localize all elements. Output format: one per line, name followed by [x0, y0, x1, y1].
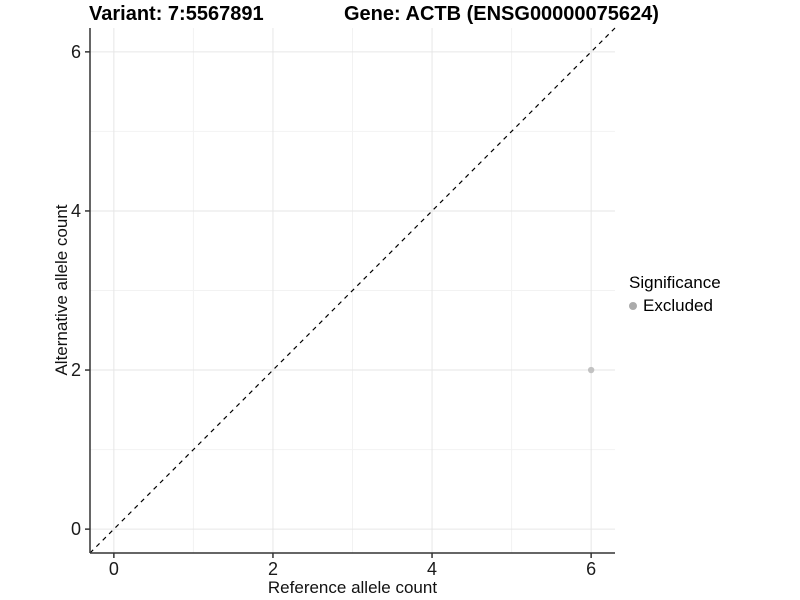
y-tick-label: 2	[71, 360, 81, 380]
legend: Significance Excluded	[629, 273, 721, 316]
x-tick-label: 2	[268, 559, 278, 579]
y-axis-title: Alternative allele count	[52, 204, 71, 376]
data-point	[587, 366, 595, 374]
legend-key-dot-icon	[629, 302, 637, 310]
legend-title: Significance	[629, 273, 721, 292]
y-tick-label: 4	[71, 201, 81, 221]
legend-item-label: Excluded	[643, 296, 713, 315]
x-tick-label: 4	[427, 559, 437, 579]
legend-item-excluded: Excluded	[629, 296, 721, 316]
y-tick-label: 6	[71, 42, 81, 62]
y-tick-label: 0	[71, 519, 81, 539]
variant-title: Variant: 7:5567891	[89, 3, 264, 25]
x-axis-title: Reference allele count	[267, 578, 438, 597]
x-tick-label: 6	[586, 559, 596, 579]
x-tick-label: 0	[109, 559, 119, 579]
gene-title: Gene: ACTB (ENSG00000075624)	[344, 3, 659, 25]
identity-line	[89, 27, 616, 554]
